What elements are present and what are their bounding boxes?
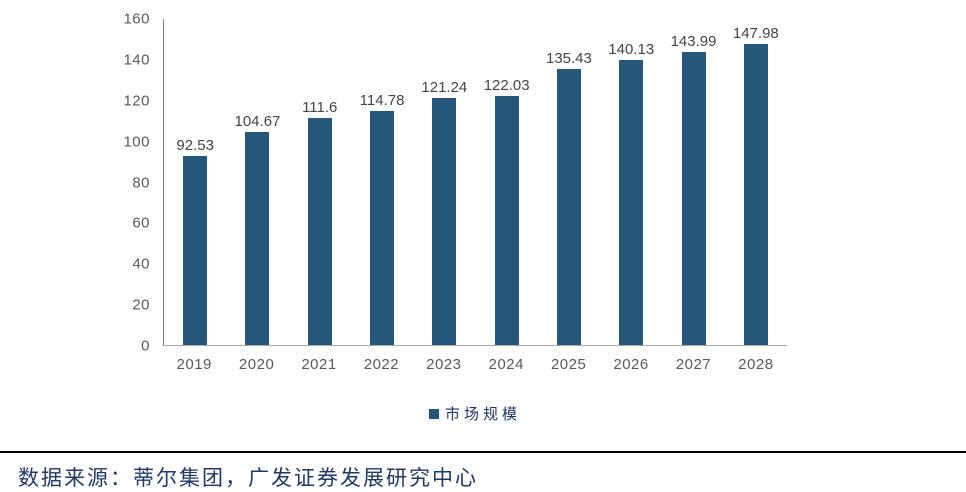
x-axis: 2019 2020 2021 2022 2023 2024 2025 2026 2027 2028	[163, 356, 787, 373]
x-tick-label: 2022	[363, 356, 400, 373]
x-tick-label: 2028	[738, 356, 774, 373]
y-tick-label: 140	[123, 51, 150, 69]
x-tick-label: 2019	[176, 356, 212, 373]
y-tick-label: 0	[141, 337, 150, 355]
x-tick-label: 2025	[550, 356, 587, 373]
footer: 数据来源：蒂尔集团，广发证券发展研究中心	[0, 451, 966, 492]
bar-band: 135.43	[538, 19, 600, 345]
bar-value-label: 104.67	[234, 112, 281, 130]
bar[interactable]	[494, 96, 519, 345]
bar-band: 111.6	[289, 19, 351, 345]
bar[interactable]	[556, 69, 581, 345]
bar-value-label: 135.43	[545, 50, 592, 68]
y-tick-label: 120	[123, 92, 150, 110]
y-tick-label: 80	[132, 174, 150, 191]
bar-value-label: 143.99	[670, 32, 717, 50]
bar-band: 143.99	[662, 19, 724, 345]
y-axis: 0 20 40 60 80 100 120 140 160	[0, 11, 150, 355]
bar[interactable]	[245, 131, 270, 345]
bar[interactable]	[681, 51, 706, 345]
legend-swatch-icon	[428, 408, 439, 419]
bar[interactable]	[743, 43, 768, 345]
x-tick-label: 2020	[238, 356, 275, 373]
y-tick-label: 60	[132, 214, 150, 232]
x-tick-label: 2023	[426, 356, 462, 373]
bar-band: 92.53	[164, 19, 226, 345]
bar-band: 147.98	[725, 19, 787, 345]
bar-value-label: 147.98	[732, 24, 779, 42]
bar-band: 121.24	[413, 19, 475, 345]
bar-band: 114.78	[351, 19, 413, 345]
bar-value-label: 111.6	[302, 98, 338, 116]
y-tick-label: 160	[123, 10, 150, 28]
bar-band: 140.13	[600, 19, 662, 345]
bar-value-label: 114.78	[359, 92, 405, 110]
bar-value-label: 92.53	[176, 137, 214, 155]
bar-chart: 0 20 40 60 80 100 120 140 160 92.53 104.67 111.6 11…	[0, 11, 787, 424]
x-tick-label: 2026	[613, 356, 649, 373]
x-tick-label: 2021	[301, 356, 337, 373]
bar[interactable]	[619, 59, 644, 345]
bar[interactable]	[183, 156, 208, 345]
bar-value-label: 140.13	[608, 40, 655, 58]
bar-band: 104.67	[226, 19, 288, 345]
bar[interactable]	[307, 117, 332, 345]
legend-label: 市场规模	[444, 405, 521, 423]
bar[interactable]	[432, 97, 457, 345]
bar-band: 122.03	[475, 19, 537, 345]
plot-area: 92.53 104.67 111.6 114.78 121.24 122.03 135.43…	[163, 19, 787, 346]
bar[interactable]	[370, 111, 395, 345]
bar-value-label: 121.24	[421, 78, 468, 96]
y-tick-label: 20	[132, 296, 150, 314]
x-tick-label: 2027	[675, 356, 712, 373]
bar-value-label: 122.03	[483, 77, 530, 95]
data-source-text: 数据来源：蒂尔集团，广发证券发展研究中心	[18, 466, 478, 490]
x-tick-label: 2024	[488, 356, 524, 373]
legend: 市场规模	[163, 403, 787, 424]
y-tick-label: 100	[123, 133, 150, 151]
y-tick-label: 40	[132, 255, 150, 273]
